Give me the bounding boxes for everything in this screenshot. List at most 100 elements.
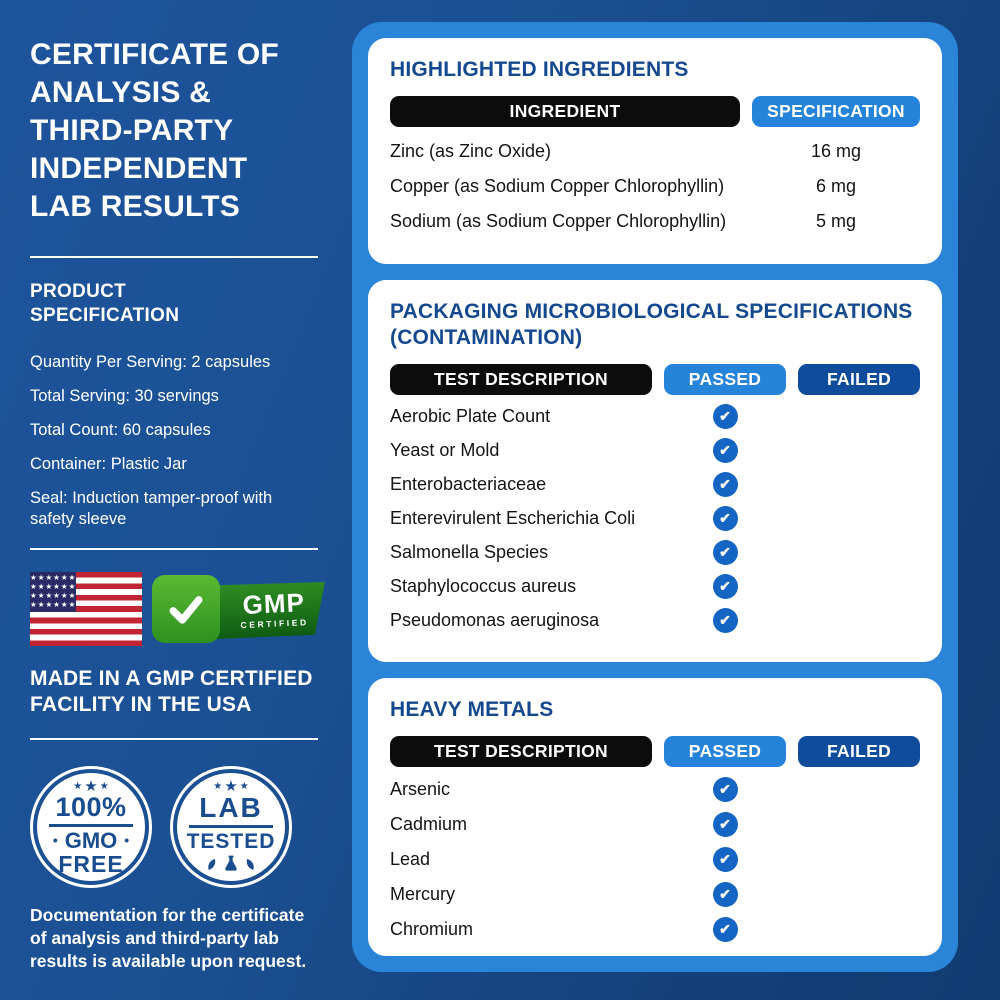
passed-cell xyxy=(664,438,786,463)
flag-stars-icon: ★★★★★★ xyxy=(30,600,76,609)
passed-check-icon xyxy=(712,540,738,565)
divider xyxy=(30,738,318,740)
ingredient-spec: 6 mg xyxy=(815,176,857,196)
test-name: Mercury xyxy=(390,884,456,904)
test-name: Yeast or Mold xyxy=(390,440,500,460)
spec-item-total-serving: Total Serving: 30 servings xyxy=(30,387,219,405)
left-column: CERTIFICATE OF ANALYSIS & THIRD-PARTY IN… xyxy=(30,36,320,973)
gmp-check-icon xyxy=(152,575,220,643)
failed-column-header: FAILED xyxy=(798,736,920,767)
passed-cell xyxy=(664,882,786,907)
heavy-table-header: TEST DESCRIPTION PASSED FAILED xyxy=(390,736,920,767)
gmp-certified-badge: GMP CERTIFIED xyxy=(152,570,320,648)
table-row: Aerobic Plate Count xyxy=(390,404,920,429)
ingredient-name: Sodium (as Sodium Copper Chlorophyllin) xyxy=(390,211,727,231)
passed-check-icon xyxy=(712,812,738,837)
table-row: Chromium xyxy=(390,917,920,942)
spec-item-total-count: Total Count: 60 capsules xyxy=(30,421,211,439)
star-icon: ★ xyxy=(99,781,109,792)
test-name: Enterobacteriaceae xyxy=(390,474,547,494)
gmp-certified-label: CERTIFIED xyxy=(240,617,309,631)
leaf-icon xyxy=(208,858,216,870)
documentation-note: Documentation for the certificate of ana… xyxy=(30,905,307,971)
passed-check-icon xyxy=(712,506,738,531)
test-description-column-header: TEST DESCRIPTION xyxy=(390,736,652,767)
passed-check-icon xyxy=(712,404,738,429)
flag-stars-icon: ★★★★★★ xyxy=(30,573,76,582)
micro-table-header: TEST DESCRIPTION PASSED FAILED xyxy=(390,364,920,395)
ingredients-table-header: INGREDIENT SPECIFICATION xyxy=(390,96,920,127)
ingredient-spec: 16 mg xyxy=(810,141,862,161)
passed-cell xyxy=(664,574,786,599)
stars-icon: ★ ★ ★ xyxy=(213,778,249,795)
seal-divider xyxy=(48,824,134,827)
test-name: Salmonella Species xyxy=(390,542,549,562)
star-icon: ★ xyxy=(213,781,223,792)
test-name: Lead xyxy=(390,849,431,869)
gmo-free-badge-inner: ★★★ 100% GMO FREE xyxy=(37,773,145,881)
table-row: Salmonella Species xyxy=(390,540,920,565)
table-row: Yeast or Mold xyxy=(390,438,920,463)
passed-cell xyxy=(664,777,786,802)
failed-column-header: FAILED xyxy=(798,364,920,395)
passed-cell xyxy=(664,404,786,429)
lab-label: LAB xyxy=(199,792,263,823)
table-row: Zinc (as Zinc Oxide) 16 mg xyxy=(390,141,920,162)
table-row: Staphylococcus aureus xyxy=(390,574,920,599)
passed-check-icon xyxy=(712,917,738,942)
table-row: Lead xyxy=(390,847,920,872)
certification-logos: ★★★★★★ ★★★★★★ ★★★★★★ ★★★★★★ GMP CERTIFIE… xyxy=(30,570,320,648)
test-name: Enterevirulent Escherichia Coli xyxy=(390,508,636,528)
leaf-icon xyxy=(246,858,254,870)
table-row: Enterobacteriaceae xyxy=(390,472,920,497)
results-panel: HIGHLIGHTED INGREDIENTS INGREDIENT SPECI… xyxy=(352,22,958,972)
made-in-usa-text: MADE IN A GMP CERTIFIED FACILITY IN THE … xyxy=(30,667,313,716)
table-row: Enterevirulent Escherichia Coli xyxy=(390,506,920,531)
passed-check-icon xyxy=(712,438,738,463)
star-icon: ★ xyxy=(84,778,98,795)
usa-flag-icon: ★★★★★★ ★★★★★★ ★★★★★★ ★★★★★★ xyxy=(30,572,142,646)
page-title: CERTIFICATE OF ANALYSIS & THIRD-PARTY IN… xyxy=(30,38,279,223)
gmo-label: GMO xyxy=(53,829,129,852)
stars-icon: ★ ★ ★ xyxy=(73,778,109,795)
table-row: Cadmium xyxy=(390,812,920,837)
gmp-label: GMP xyxy=(241,587,306,620)
test-name: Cadmium xyxy=(390,814,468,834)
passed-cell xyxy=(664,608,786,633)
lab-flask-icon xyxy=(205,854,257,874)
card-title-heavy-metals: HEAVY METALS xyxy=(390,698,554,721)
passed-cell xyxy=(664,812,786,837)
lab-tested-badge-inner: ★ ★ ★ LAB TESTED xyxy=(177,773,285,881)
spec-item-seal: Seal: Induction tamper-proof with safety… xyxy=(30,489,273,528)
passed-check-icon xyxy=(712,472,738,497)
gmo-100-label: 100% xyxy=(55,792,127,822)
star-icon: ★ xyxy=(73,781,83,792)
free-label: FREE xyxy=(58,851,124,877)
table-row: Pseudomonas aeruginosa xyxy=(390,608,920,633)
flag-stars-icon: ★★★★★★ xyxy=(30,591,76,600)
passed-cell xyxy=(664,506,786,531)
product-spec-heading: PRODUCT SPECIFICATION xyxy=(30,281,180,326)
flag-canton: ★★★★★★ ★★★★★★ ★★★★★★ ★★★★★★ xyxy=(30,572,76,612)
test-name: Pseudomonas aeruginosa xyxy=(390,610,600,630)
star-icon: ★ xyxy=(224,778,238,795)
passed-cell xyxy=(664,472,786,497)
ingredient-column-header: INGREDIENT xyxy=(390,96,740,127)
test-name: Staphylococcus aureus xyxy=(390,576,577,596)
card-title-micro: PACKAGING MICROBIOLOGICAL SPECIFICATIONS… xyxy=(390,300,913,349)
table-row: Copper (as Sodium Copper Chlorophyllin) … xyxy=(390,176,920,197)
test-name: Arsenic xyxy=(390,779,451,799)
passed-check-icon xyxy=(712,777,738,802)
passed-check-icon xyxy=(712,574,738,599)
flag-stars-icon: ★★★★★★ xyxy=(30,582,76,591)
card-title-ingredients: HIGHLIGHTED INGREDIENTS xyxy=(390,58,689,81)
star-icon: ★ xyxy=(239,781,249,792)
table-row: Arsenic xyxy=(390,777,920,802)
highlighted-ingredients-card: HIGHLIGHTED INGREDIENTS INGREDIENT SPECI… xyxy=(368,38,942,264)
specification-column-header: SPECIFICATION xyxy=(752,96,920,127)
passed-check-icon xyxy=(712,608,738,633)
heavy-metals-card: HEAVY METALS TEST DESCRIPTION PASSED FAI… xyxy=(368,678,942,956)
lab-tested-badge: ★ ★ ★ LAB TESTED xyxy=(170,766,292,888)
test-name: Aerobic Plate Count xyxy=(390,406,551,426)
